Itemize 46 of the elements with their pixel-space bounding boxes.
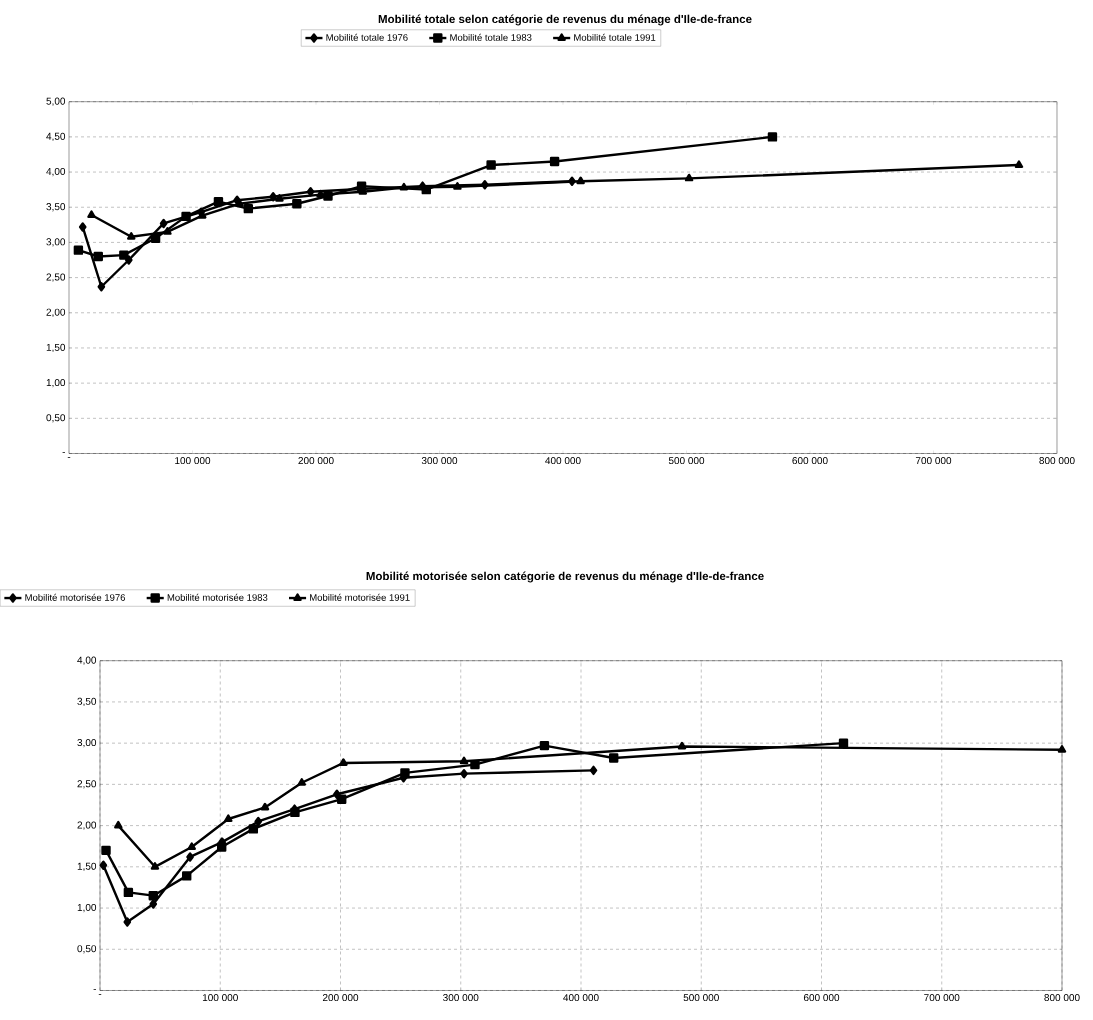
legend-label: Mobilité motorisée 1983 [167, 593, 268, 601]
x-tick-label: 500 000 [668, 457, 705, 465]
x-tick-label: 300 000 [443, 994, 479, 1002]
x-tick-label: 500 000 [683, 994, 719, 1002]
y-tick-label: 1,00 [77, 903, 97, 913]
y-tick-label: 2,50 [46, 273, 66, 282]
y-tick-label: 5,00 [46, 97, 66, 106]
x-tick-label: - [98, 994, 102, 995]
legend-label: Mobilité motorisée 1976 [25, 593, 126, 601]
y-tick-label: 1,50 [77, 862, 97, 871]
legend-label: Mobilité totale 1976 [326, 33, 408, 41]
y-tick-label: 1,00 [46, 379, 66, 388]
y-tick-label: 3,00 [77, 739, 97, 748]
x-tick-label: 800 000 [1039, 457, 1075, 465]
x-tick-label: 200 000 [298, 457, 334, 465]
x-tick-label: 600 000 [803, 994, 840, 1002]
y-tick-label: 4,00 [46, 167, 66, 177]
y-tick-label: 2,00 [77, 821, 97, 830]
y-tick-label: 2,00 [46, 308, 66, 317]
y-tick-label: 3,50 [77, 697, 97, 707]
x-tick-label: 100 000 [202, 994, 238, 1002]
y-tick-label: 3,00 [46, 238, 66, 247]
y-tick-label: 4,00 [77, 656, 97, 665]
legend-label: Mobilité totale 1983 [450, 33, 532, 41]
x-tick-label: 800 000 [1044, 994, 1080, 1002]
x-tick-label: 700 000 [924, 994, 960, 1002]
legend-label: Mobilité motorisée 1991 [310, 593, 410, 601]
x-tick-label: 300 000 [421, 457, 458, 465]
y-tick-label: 0,50 [46, 414, 66, 423]
x-tick-label: 600 000 [792, 457, 828, 465]
y-tick-label: - [93, 988, 97, 990]
y-tick-label: 3,50 [46, 203, 66, 212]
y-tick-label: 4,50 [46, 132, 66, 142]
legend-label: Mobilité totale 1991 [574, 33, 656, 41]
x-tick-label: 700 000 [915, 457, 952, 465]
y-tick-label: 2,50 [77, 780, 97, 789]
chart-title: Mobilité totale selon catégorie de revenus du ménage d'Ile-de-france [378, 14, 752, 26]
y-tick-label: 0,50 [77, 945, 97, 954]
x-tick-label: 400 000 [545, 457, 581, 465]
y-tick-label: - [62, 451, 66, 453]
x-tick-label: 200 000 [322, 994, 359, 1002]
x-tick-label: 400 000 [563, 994, 599, 1002]
chart-title: Mobilité motorisée selon catégorie de revenus du ménage d'Ile-de-france [366, 571, 764, 583]
y-tick-label: 1,50 [46, 343, 66, 353]
x-tick-label: - [67, 457, 71, 458]
x-tick-label: 100 000 [175, 457, 211, 465]
